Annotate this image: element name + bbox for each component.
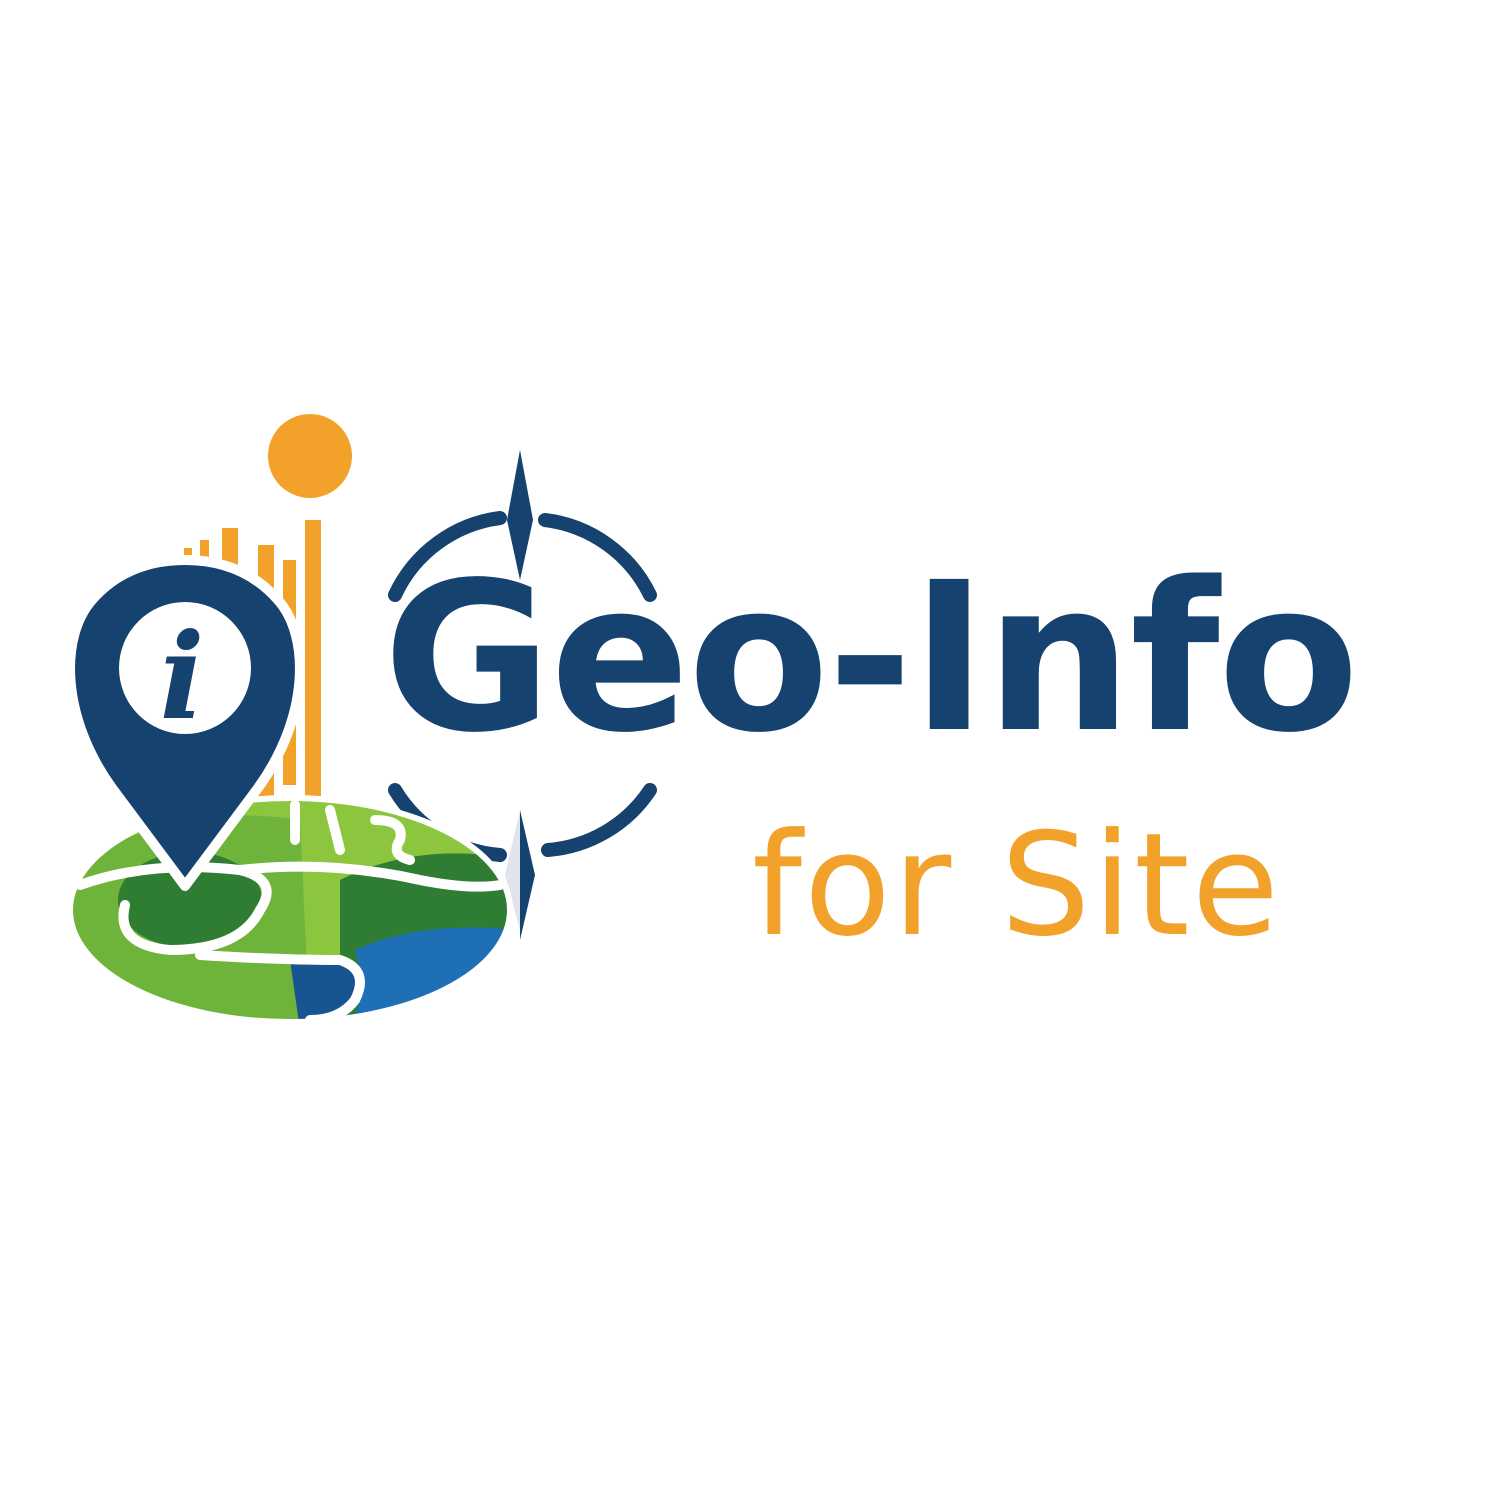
wordmark-primary: Geo-Info [383,538,1359,778]
compass-needle-south [520,810,535,940]
sun-icon [268,414,352,498]
map-pin-icon: i [65,555,305,891]
landscape-map-icon [67,795,513,1025]
compass-needle-south-light [505,810,520,930]
compass-needle-north [507,450,533,580]
info-icon: i [160,607,205,746]
logo-emblem: i [65,414,657,1025]
wordmark-secondary: for Site [752,803,1282,968]
